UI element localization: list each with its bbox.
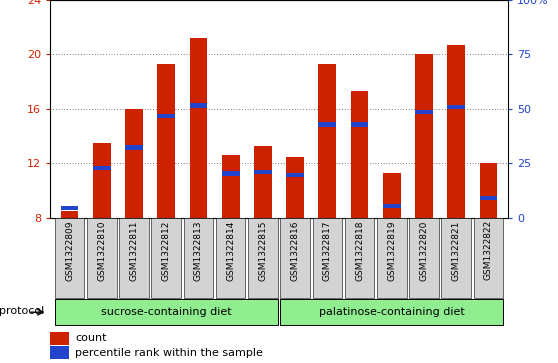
- Bar: [312, 218, 342, 298]
- Text: percentile rank within the sample: percentile rank within the sample: [75, 348, 263, 359]
- Text: count: count: [75, 333, 107, 343]
- Bar: [448, 105, 465, 109]
- Bar: [286, 172, 304, 177]
- Text: GSM1322815: GSM1322815: [258, 220, 267, 281]
- Bar: [157, 114, 175, 118]
- Text: GSM1322821: GSM1322821: [452, 220, 461, 281]
- Bar: [222, 155, 239, 218]
- Bar: [93, 166, 110, 170]
- Bar: [216, 218, 246, 298]
- Text: GSM1322814: GSM1322814: [226, 220, 235, 281]
- Text: GSM1322819: GSM1322819: [387, 220, 396, 281]
- Bar: [350, 122, 368, 127]
- Bar: [280, 218, 310, 298]
- Bar: [254, 146, 272, 218]
- Text: GSM1322809: GSM1322809: [65, 220, 74, 281]
- Bar: [479, 196, 497, 200]
- Bar: [125, 146, 143, 150]
- Text: palatinose-containing diet: palatinose-containing diet: [319, 307, 465, 317]
- Bar: [441, 218, 471, 298]
- Bar: [50, 346, 69, 359]
- Text: GSM1322816: GSM1322816: [291, 220, 300, 281]
- Bar: [55, 218, 84, 298]
- Bar: [50, 332, 69, 345]
- Bar: [93, 143, 110, 218]
- Text: GSM1322817: GSM1322817: [323, 220, 332, 281]
- Text: GSM1322810: GSM1322810: [97, 220, 106, 281]
- Bar: [254, 170, 272, 174]
- Bar: [61, 206, 79, 210]
- Bar: [248, 218, 278, 298]
- Bar: [383, 204, 401, 208]
- Bar: [280, 299, 503, 325]
- Text: GSM1322813: GSM1322813: [194, 220, 203, 281]
- Bar: [222, 171, 239, 176]
- Bar: [125, 109, 143, 218]
- Bar: [345, 218, 374, 298]
- Bar: [409, 218, 439, 298]
- Text: sucrose-containing diet: sucrose-containing diet: [101, 307, 232, 317]
- Text: protocol: protocol: [0, 306, 45, 316]
- Bar: [190, 38, 208, 218]
- Bar: [479, 163, 497, 218]
- Bar: [286, 156, 304, 218]
- Bar: [415, 54, 433, 218]
- Bar: [383, 173, 401, 218]
- Bar: [415, 110, 433, 114]
- Bar: [119, 218, 149, 298]
- Bar: [61, 211, 79, 218]
- Text: GSM1322818: GSM1322818: [355, 220, 364, 281]
- Bar: [319, 122, 336, 127]
- Text: GSM1322820: GSM1322820: [420, 220, 429, 281]
- Bar: [190, 103, 208, 107]
- Text: GSM1322812: GSM1322812: [162, 220, 171, 281]
- Bar: [55, 299, 278, 325]
- Bar: [157, 64, 175, 218]
- Bar: [184, 218, 213, 298]
- Bar: [87, 218, 117, 298]
- Bar: [474, 218, 503, 298]
- Bar: [319, 64, 336, 218]
- Text: GSM1322811: GSM1322811: [129, 220, 138, 281]
- Bar: [377, 218, 407, 298]
- Bar: [151, 218, 181, 298]
- Bar: [350, 91, 368, 218]
- Bar: [448, 45, 465, 218]
- Text: GSM1322822: GSM1322822: [484, 220, 493, 281]
